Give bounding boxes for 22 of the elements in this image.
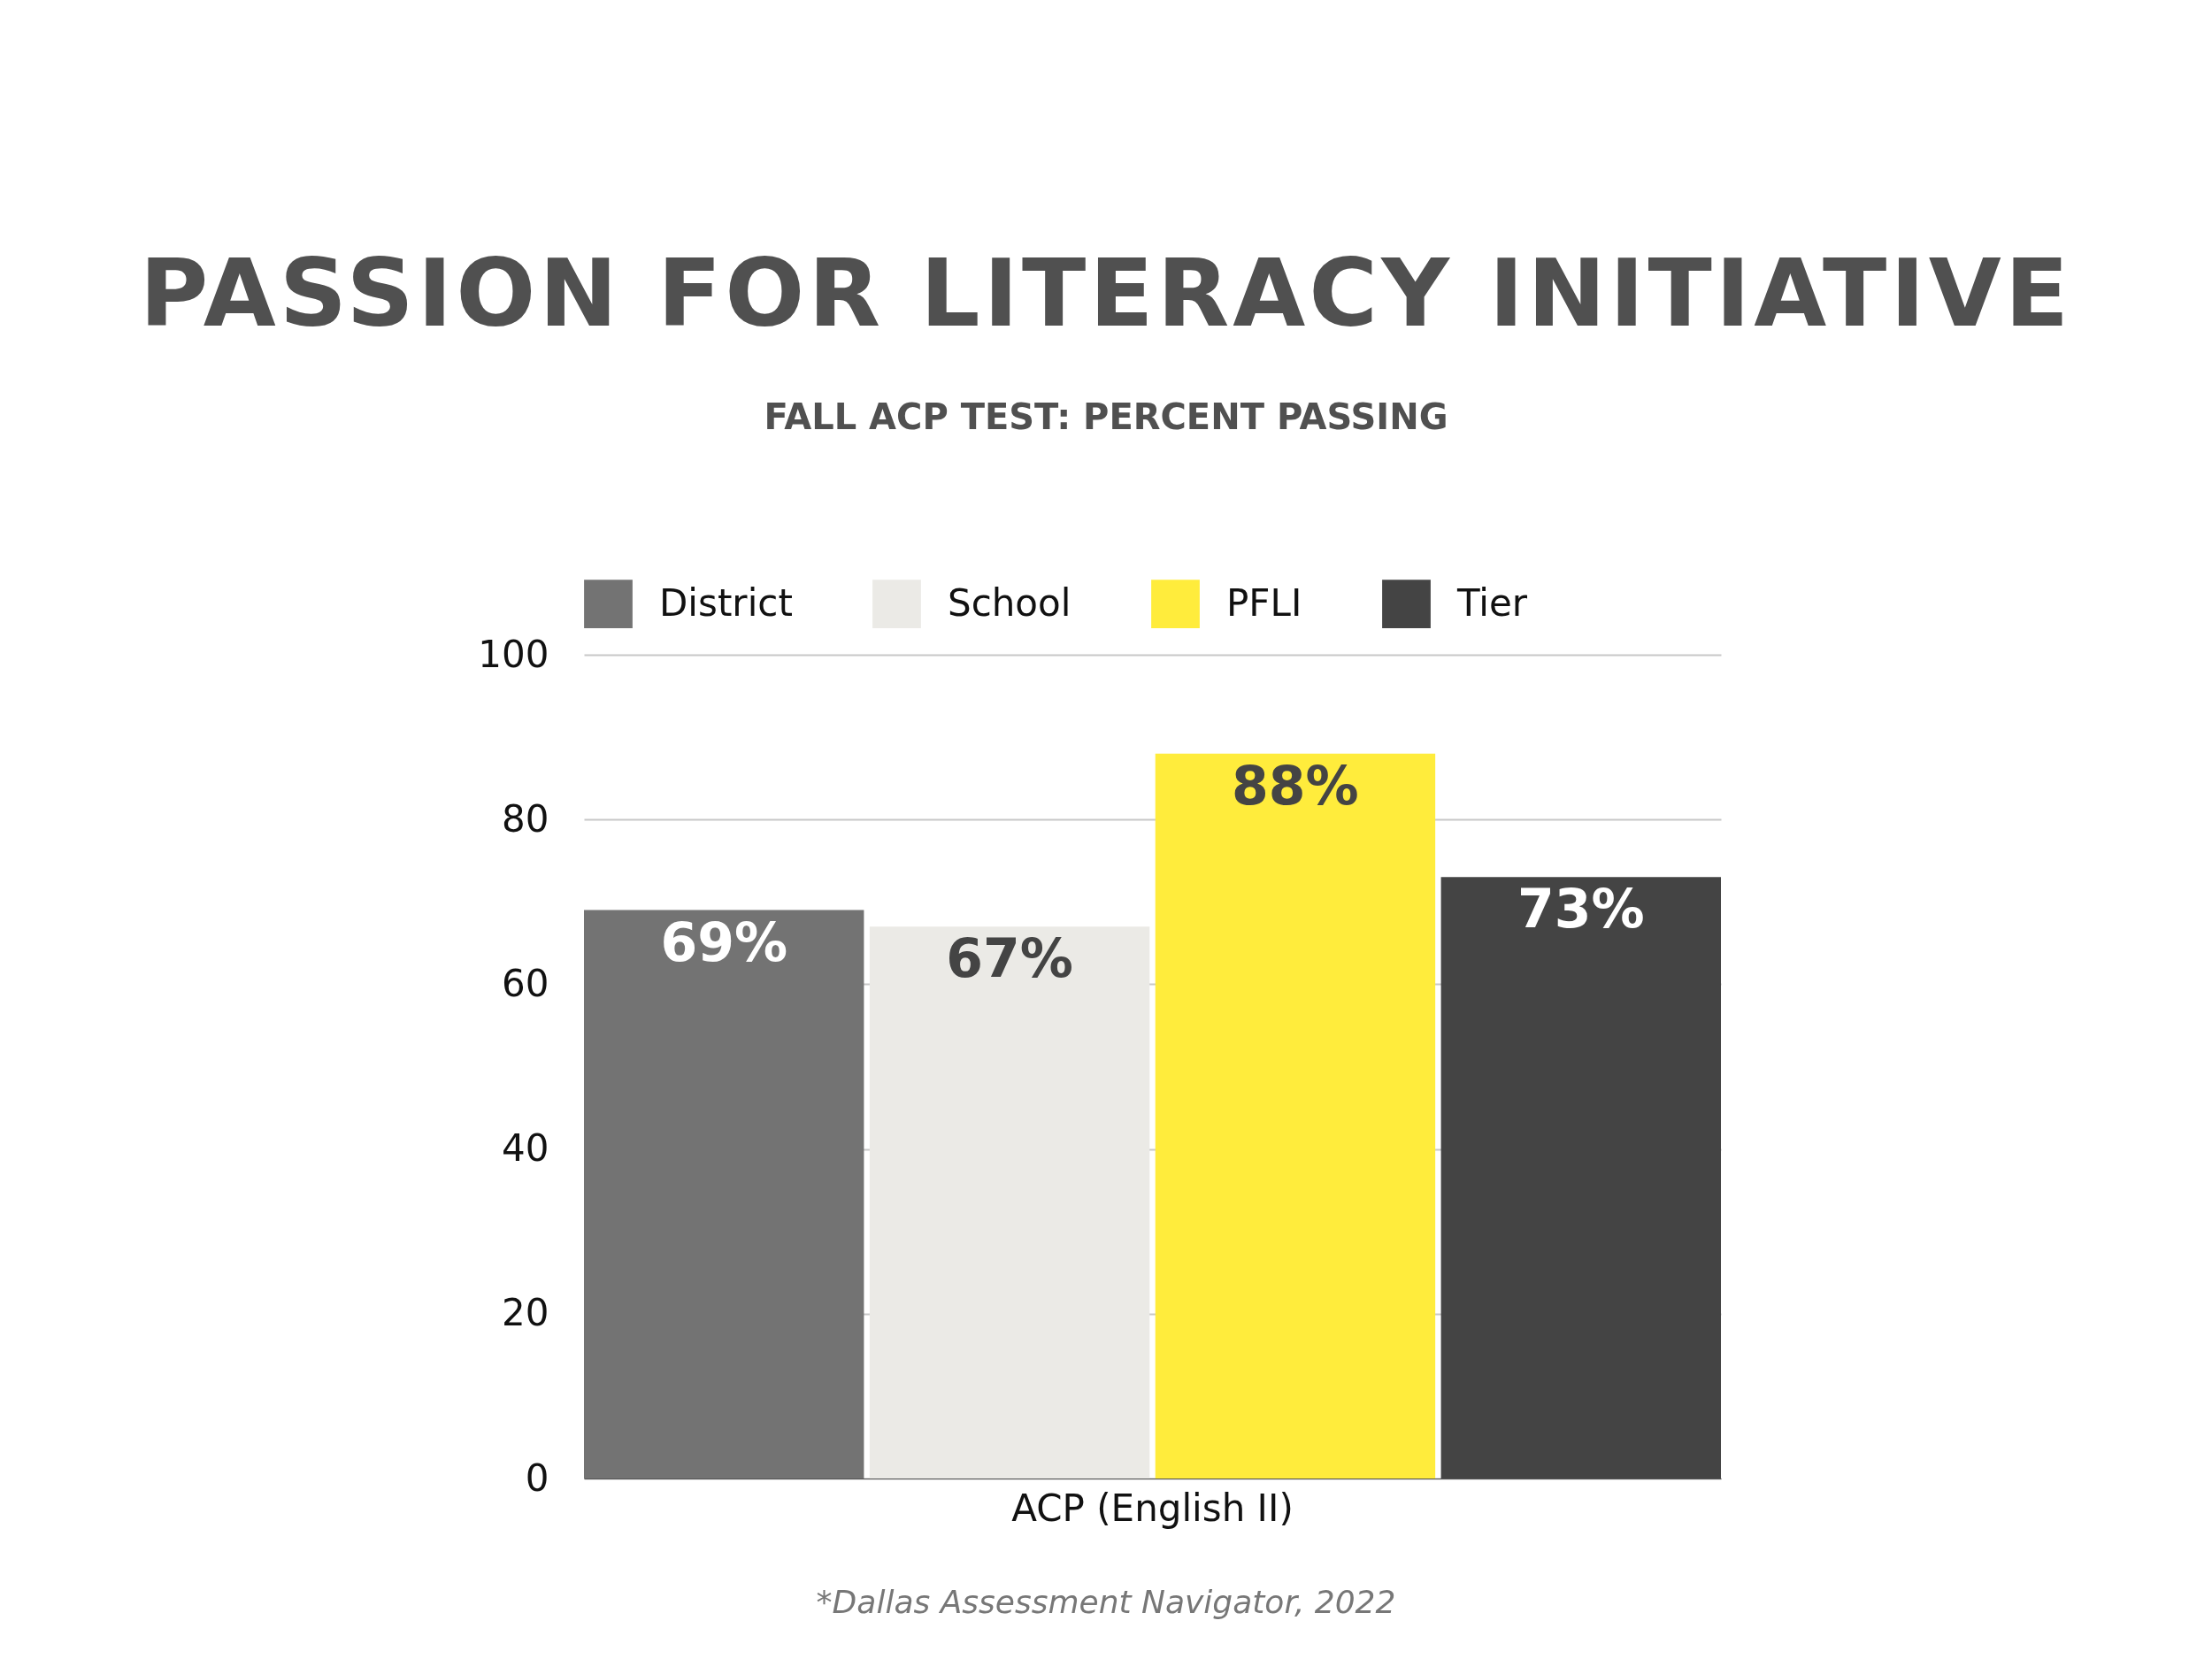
data-label: 69% — [660, 910, 788, 973]
bar — [584, 910, 864, 1479]
y-tick-label: 20 — [502, 1291, 549, 1335]
y-tick-label: 0 — [525, 1455, 549, 1500]
bar — [1440, 877, 1721, 1479]
text: *Dallas Assessment Navigator, 2022 — [815, 1584, 1397, 1620]
data-label: 88% — [1232, 754, 1359, 817]
bar — [1155, 753, 1436, 1479]
legend-label: Tier — [1456, 580, 1528, 625]
y-tick-label: 40 — [502, 1126, 549, 1171]
chart-title: PASSION FOR LITERACY INITIATIVE — [138, 239, 2074, 348]
data-label: 67% — [946, 927, 1073, 990]
chart-subtitle: FALL ACP TEST: PERCENT PASSING — [763, 396, 1449, 437]
y-tick-label: 60 — [502, 961, 549, 1005]
y-tick-label: 80 — [502, 796, 549, 841]
y-tick-label: 100 — [478, 632, 549, 676]
legend-label: School — [948, 580, 1071, 625]
x-tick-label: ACP (English II) — [1011, 1486, 1294, 1530]
legend-label: District — [659, 580, 793, 625]
data-label: 73% — [1517, 878, 1645, 941]
legend-label: PFLI — [1226, 580, 1302, 625]
bar — [869, 926, 1150, 1479]
